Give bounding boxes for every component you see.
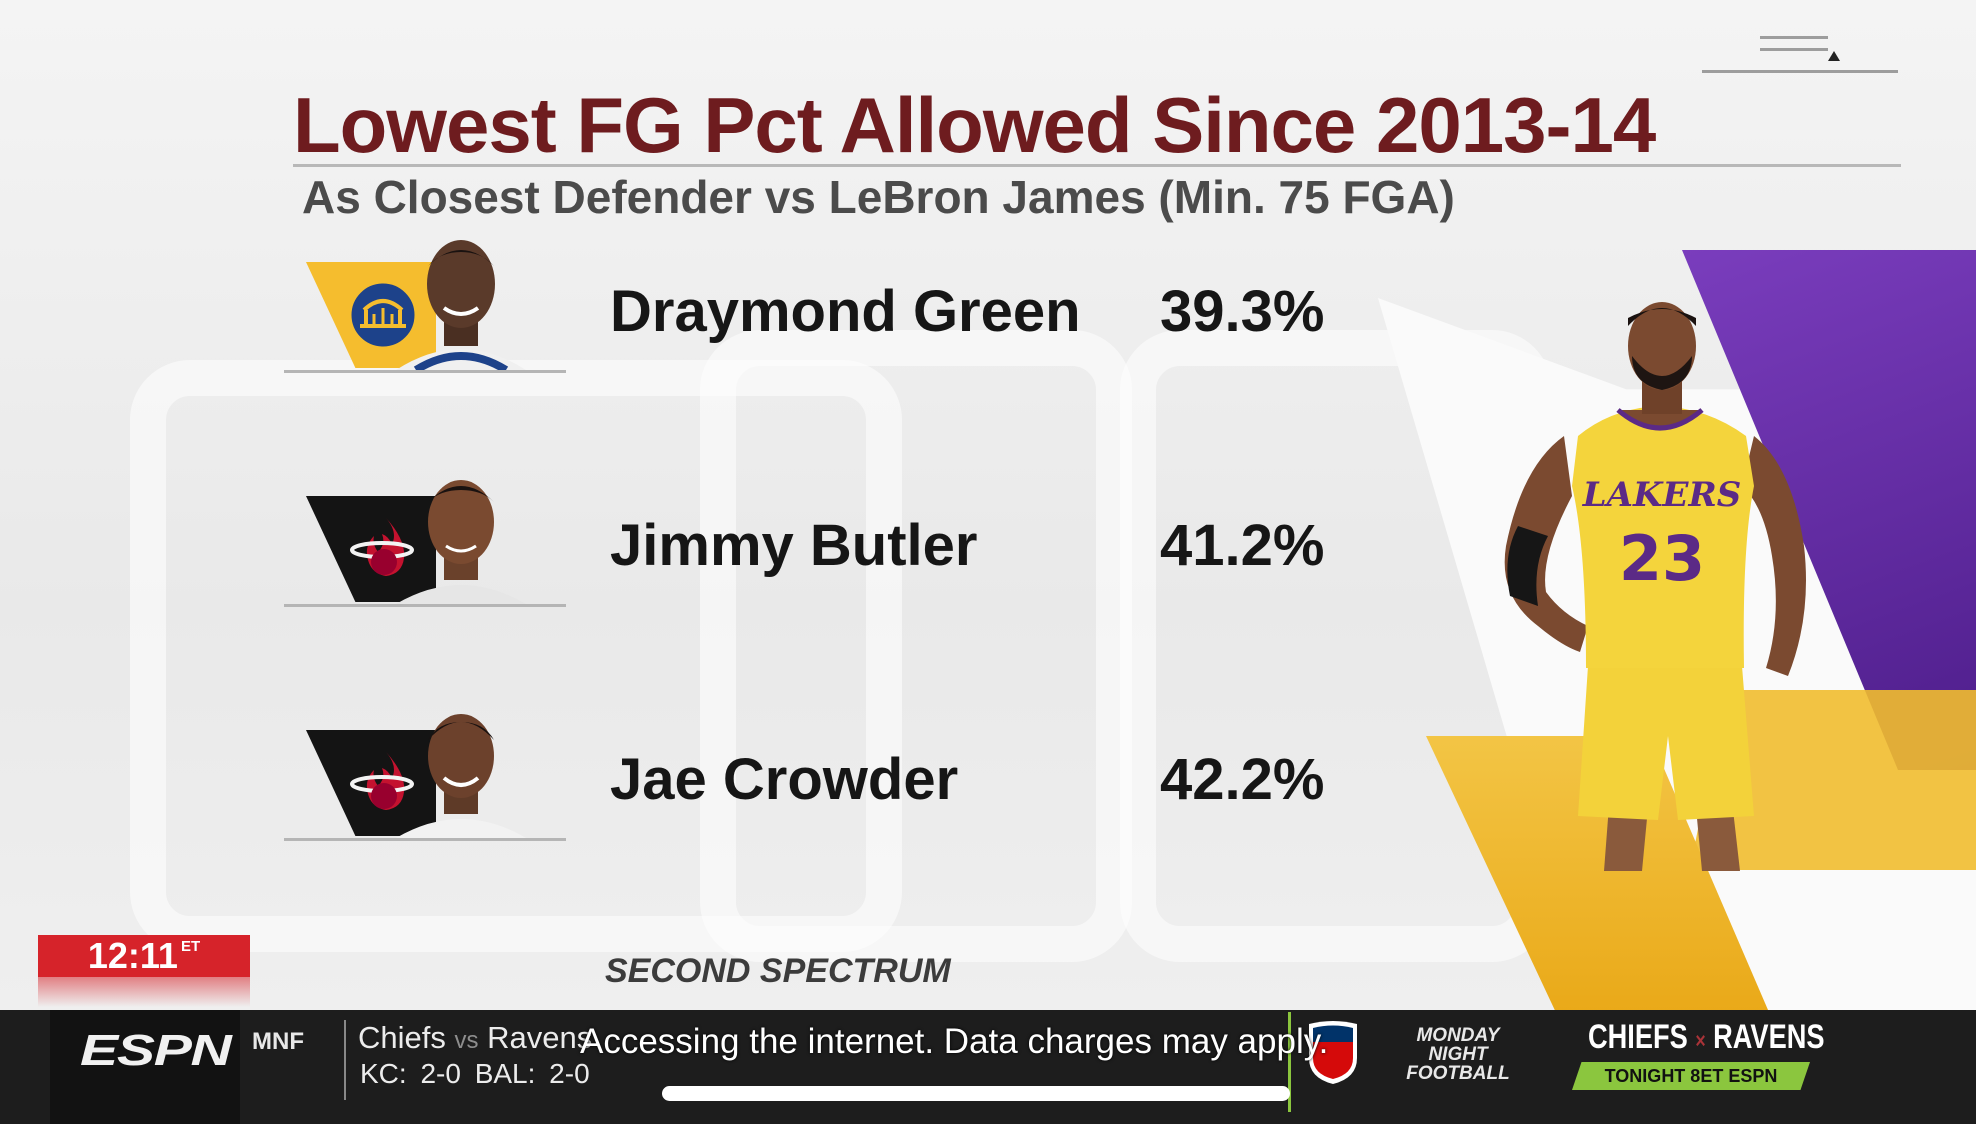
- fg-pct-value: 42.2%: [1160, 747, 1325, 812]
- heat-logo-icon: [350, 752, 414, 810]
- background-watermark: [700, 330, 1132, 962]
- system-toast: Accessing the internet. Data charges may…: [580, 1022, 1329, 1061]
- clock-zone: ET: [180, 937, 201, 955]
- player-row: Jimmy Butler 41.2%: [0, 466, 1360, 616]
- overlay-control: [1702, 30, 1898, 78]
- data-source: SECOND SPECTRUM: [605, 952, 951, 990]
- promo-airtime-badge: TONIGHT 8ET ESPN: [1572, 1062, 1810, 1090]
- heat-logo-icon: [350, 518, 414, 576]
- graphic-subtitle: As Closest Defender vs LeBron James (Min…: [302, 171, 1455, 223]
- title-divider: [293, 164, 1901, 167]
- player-headshot: [396, 480, 526, 604]
- ticker-matchup: Chiefs vs Ravens: [358, 1020, 592, 1056]
- vs-label: vs: [454, 1027, 479, 1054]
- fg-pct-value: 39.3%: [1160, 279, 1325, 344]
- ticker-segment: MNF: [252, 1028, 304, 1055]
- player-row: Jae Crowder 42.2%: [0, 700, 1360, 850]
- home-team: Ravens: [487, 1020, 593, 1055]
- home-indicator[interactable]: [662, 1086, 1290, 1101]
- player-name: Jae Crowder: [610, 747, 959, 812]
- clock-shadow: [38, 977, 250, 1007]
- row-divider: [284, 370, 566, 373]
- graphic-title: Lowest FG Pct Allowed Since 2013-14: [293, 81, 1656, 169]
- jersey-number: 23: [1619, 522, 1705, 595]
- player-headshot: [396, 240, 526, 370]
- fg-pct-value: 41.2%: [1160, 513, 1325, 578]
- team-records: KC: 2-0 BAL: 2-0: [360, 1058, 590, 1089]
- row-divider: [284, 604, 566, 607]
- monday-night-football-logo: MONDAY NIGHT FOOTBALL: [1406, 1025, 1510, 1084]
- warriors-logo-icon: [348, 280, 418, 350]
- ticker-divider: [344, 1020, 346, 1100]
- jersey-team: LAKERS: [1582, 475, 1742, 515]
- network-logo-panel: [50, 1010, 240, 1124]
- player-name: Draymond Green: [610, 279, 1081, 344]
- ticker-divider-accent: [1288, 1012, 1291, 1112]
- triangle-icon: [1828, 51, 1840, 61]
- player-headshot: [396, 714, 526, 838]
- player-row: Draymond Green 39.3%: [0, 232, 1360, 382]
- away-team: Chiefs: [358, 1020, 446, 1055]
- nfl-shield-icon: [1309, 1021, 1357, 1084]
- row-divider: [284, 838, 566, 841]
- featured-player-image: LAKERS 23: [1504, 302, 1806, 871]
- broadcast-graphic: Lowest FG Pct Allowed Since 2013-14 As C…: [0, 0, 1976, 1010]
- game-clock: 12:11 ET: [38, 935, 250, 977]
- clock-time: 12:11: [87, 935, 178, 976]
- player-name: Jimmy Butler: [610, 513, 978, 578]
- espn-logo: ESPN: [80, 1026, 232, 1075]
- promo-matchup: CHIEFS × RAVENS: [1588, 1018, 1825, 1056]
